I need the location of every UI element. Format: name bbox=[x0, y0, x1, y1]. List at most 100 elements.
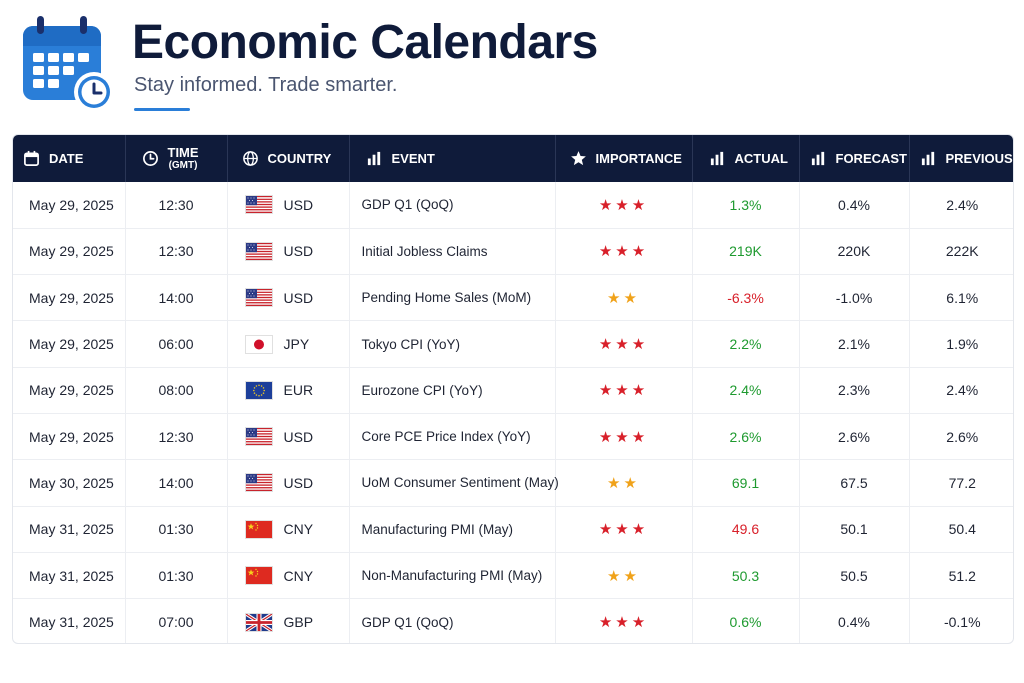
cell-actual: 50.3 bbox=[692, 552, 800, 599]
table-row[interactable]: May 29, 2025 06:00 JPY Tokyo CPI (YoY) ★★★ 2.… bbox=[13, 320, 1013, 368]
cell-actual: 2.2% bbox=[692, 320, 800, 368]
cell-date: May 31, 2025 bbox=[13, 506, 126, 553]
cell-time: 12:30 bbox=[125, 413, 228, 460]
cell-forecast: -1.0% bbox=[799, 274, 910, 321]
cell-event: Core PCE Price Index (YoY) bbox=[349, 413, 556, 460]
cell-actual: 2.4% bbox=[692, 367, 800, 414]
us-flag-icon bbox=[245, 428, 272, 446]
cell-country: USD bbox=[227, 182, 350, 229]
cell-time: 14:00 bbox=[125, 274, 228, 321]
eu-flag-icon bbox=[245, 381, 272, 399]
clock-icon bbox=[142, 151, 158, 166]
cell-date: May 29, 2025 bbox=[13, 320, 126, 368]
column-header-actual[interactable]: ACTUAL bbox=[692, 135, 800, 182]
cell-actual: 1.3% bbox=[692, 182, 800, 229]
column-header-forecast[interactable]: FORECAST bbox=[799, 135, 910, 182]
importance-stars-icon: ★★ bbox=[555, 459, 693, 507]
cell-event: Manufacturing PMI (May) bbox=[349, 506, 556, 553]
cell-country: USD bbox=[227, 413, 350, 460]
cell-event: Initial Jobless Claims bbox=[349, 228, 556, 275]
column-sublabel-time: (GMT) bbox=[168, 159, 198, 171]
table-row[interactable]: May 29, 2025 12:30 USD Initial Jobless Clai… bbox=[13, 228, 1013, 275]
table-row[interactable]: May 31, 2025 01:30 CNY Non-Manufacturing PM… bbox=[13, 552, 1013, 599]
cell-actual: 219K bbox=[692, 228, 800, 275]
country-code: USD bbox=[283, 428, 314, 445]
cell-event: GDP Q1 (QoQ) bbox=[349, 182, 556, 229]
table-row[interactable]: May 29, 2025 12:30 USD GDP Q1 (QoQ) ★★★ 1.3% 0… bbox=[13, 182, 1013, 229]
country-code: USD bbox=[283, 243, 314, 260]
cell-date: May 29, 2025 bbox=[13, 367, 126, 414]
column-label-importance: IMPORTANCE bbox=[595, 151, 682, 166]
table-row[interactable]: May 29, 2025 14:00 USD Pending Home Sales (… bbox=[13, 274, 1013, 321]
bar-chart-icon bbox=[710, 151, 723, 166]
us-flag-icon bbox=[245, 242, 272, 260]
cell-event: Pending Home Sales (MoM) bbox=[349, 274, 556, 321]
cell-time: 14:00 bbox=[125, 459, 228, 507]
table-row[interactable]: May 29, 2025 12:30 USD Core PCE Price Index… bbox=[13, 413, 1013, 460]
jp-flag-icon bbox=[245, 335, 272, 353]
column-header-event[interactable]: EVENT bbox=[349, 135, 556, 182]
column-header-country[interactable]: COUNTRY bbox=[227, 135, 350, 182]
cell-previous: 51.2 bbox=[948, 567, 976, 584]
country-code: USD bbox=[283, 474, 314, 491]
table-header-row: DATE TIME (GMT) bbox=[13, 135, 1013, 182]
country-code: GBP bbox=[283, 614, 314, 631]
cell-actual: 69.1 bbox=[692, 459, 800, 507]
cell-forecast: 0.4% bbox=[799, 182, 910, 229]
cell-previous: 222K bbox=[945, 243, 979, 260]
cell-actual: 2.6% bbox=[692, 413, 800, 460]
cell-date: May 29, 2025 bbox=[13, 182, 126, 229]
table-row[interactable]: May 31, 2025 07:00 GBP GDP Q1 (QoQ) ★★★ 0.6% 0… bbox=[13, 598, 1013, 643]
us-flag-icon bbox=[245, 474, 272, 492]
cell-actual: 0.6% bbox=[692, 598, 800, 643]
page-subtitle: Stay informed. Trade smarter. bbox=[134, 74, 398, 96]
cell-forecast: 50.1 bbox=[799, 506, 910, 553]
table-row[interactable]: May 29, 2025 08:00 EUR Eurozone CPI (YoY) ★★… bbox=[13, 367, 1013, 414]
country-code: JPY bbox=[283, 336, 310, 353]
column-header-previous[interactable]: PREVIOUS bbox=[909, 135, 1013, 182]
cell-time: 01:30 bbox=[125, 506, 228, 553]
title-underline bbox=[134, 108, 190, 111]
cell-country: USD bbox=[227, 459, 350, 507]
column-label-date: DATE bbox=[49, 151, 84, 166]
globe-icon bbox=[242, 151, 258, 166]
importance-stars-icon: ★★ bbox=[555, 274, 693, 321]
cell-previous: 77.2 bbox=[948, 474, 976, 491]
cell-event: Non-Manufacturing PMI (May) bbox=[349, 552, 556, 599]
column-label-time: TIME bbox=[167, 144, 199, 160]
cn-flag-icon bbox=[245, 567, 272, 585]
importance-stars-icon: ★★★ bbox=[555, 367, 693, 414]
cell-time: 06:00 bbox=[125, 320, 228, 368]
cell-forecast: 0.4% bbox=[799, 598, 910, 643]
cell-date: May 30, 2025 bbox=[13, 459, 126, 507]
page-title: Economic Calendars bbox=[132, 16, 598, 69]
importance-stars-icon: ★★ bbox=[555, 552, 693, 599]
country-code: USD bbox=[283, 289, 314, 306]
cell-time: 12:30 bbox=[125, 228, 228, 275]
cell-event: Tokyo CPI (YoY) bbox=[349, 320, 556, 368]
us-flag-icon bbox=[245, 289, 272, 307]
cell-date: May 29, 2025 bbox=[13, 274, 126, 321]
column-header-importance[interactable]: IMPORTANCE bbox=[555, 135, 693, 182]
cell-date: May 31, 2025 bbox=[13, 552, 126, 599]
column-header-date[interactable]: DATE bbox=[13, 135, 126, 182]
cell-forecast: 50.5 bbox=[799, 552, 910, 599]
table-row[interactable]: May 31, 2025 01:30 CNY Manufacturing PMI (M… bbox=[13, 506, 1013, 553]
cell-forecast: 2.3% bbox=[799, 367, 910, 414]
cell-date: May 31, 2025 bbox=[13, 598, 126, 643]
cell-actual: -6.3% bbox=[692, 274, 800, 321]
column-label-forecast: FORECAST bbox=[835, 151, 908, 166]
table-row[interactable]: May 30, 2025 14:00 USD UoM Consumer Sentime… bbox=[13, 459, 1013, 507]
column-header-time[interactable]: TIME (GMT) bbox=[125, 135, 228, 182]
economic-calendar-table: DATE TIME (GMT) bbox=[12, 134, 1014, 644]
cell-time: 01:30 bbox=[125, 552, 228, 599]
cell-previous: 2.4% bbox=[946, 196, 979, 213]
cell-country: USD bbox=[227, 274, 350, 321]
importance-stars-icon: ★★★ bbox=[555, 506, 693, 553]
importance-stars-icon: ★★★ bbox=[555, 182, 693, 229]
cell-previous: 1.9% bbox=[946, 336, 979, 353]
cell-forecast: 220K bbox=[799, 228, 910, 275]
cell-actual: 49.6 bbox=[692, 506, 800, 553]
cell-forecast: 67.5 bbox=[799, 459, 910, 507]
cell-previous: -0.1% bbox=[943, 614, 981, 631]
